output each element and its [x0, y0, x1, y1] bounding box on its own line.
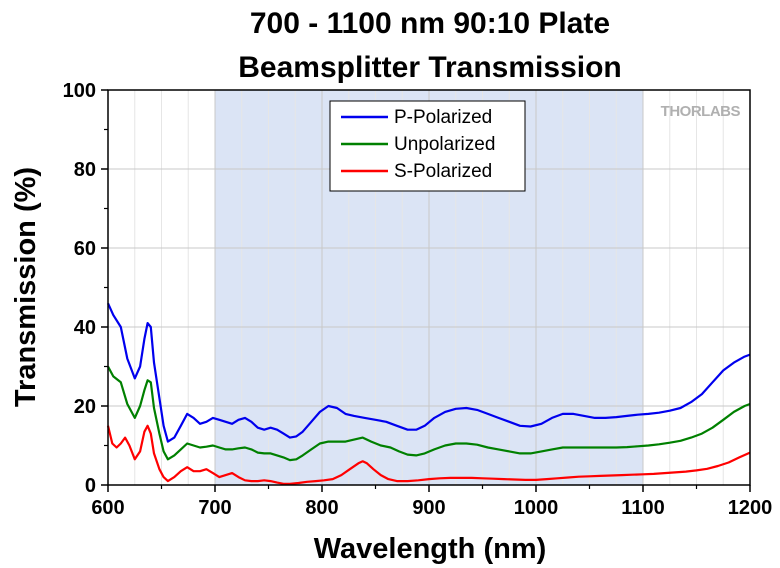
- y-tick-label: 100: [63, 80, 96, 102]
- x-tick-label: 1100: [621, 497, 664, 519]
- y-tick-label: 60: [74, 238, 96, 260]
- y-tick-label: 40: [74, 317, 96, 339]
- series-line-3: [106, 424, 751, 485]
- x-axis-title: Wavelength (nm): [314, 533, 547, 565]
- x-tick-label: 900: [412, 497, 445, 519]
- x-tick-label: 1200: [728, 497, 773, 519]
- y-tick-label: 0: [85, 475, 96, 497]
- legend: P-Polarized Unpolarized S-Polarized: [329, 100, 526, 192]
- series-line-1: [106, 302, 751, 443]
- chart-title-line-2: Beamsplitter Transmission: [238, 51, 621, 84]
- y-tick-label: 80: [74, 159, 96, 181]
- legend-label-2: Unpolarized: [394, 134, 495, 155]
- legend-label-1: P-Polarized: [394, 107, 492, 128]
- plot-area: 600 700 800 900 1000 1100 1200 0 20 40 60 80 100 P-Po…: [63, 80, 773, 519]
- y-axis-title: Transmission (%): [10, 167, 42, 407]
- x-tick-label: 700: [198, 497, 231, 519]
- x-tick-label: 1000: [514, 497, 559, 519]
- series-line-2: [107, 365, 751, 462]
- chart-title-line-1: 700 - 1100 nm 90:10 Plate: [250, 7, 610, 40]
- x-tick-label: 600: [91, 497, 124, 519]
- legend-label-3: S-Polarized: [394, 161, 492, 182]
- chart-title: 700 - 1100 nm 90:10 Plate Beamsplitter T…: [238, 7, 621, 84]
- x-tick-label: 800: [305, 497, 338, 519]
- y-tick-label: 20: [74, 396, 96, 418]
- thorlabs-watermark: THORLABS: [661, 103, 741, 120]
